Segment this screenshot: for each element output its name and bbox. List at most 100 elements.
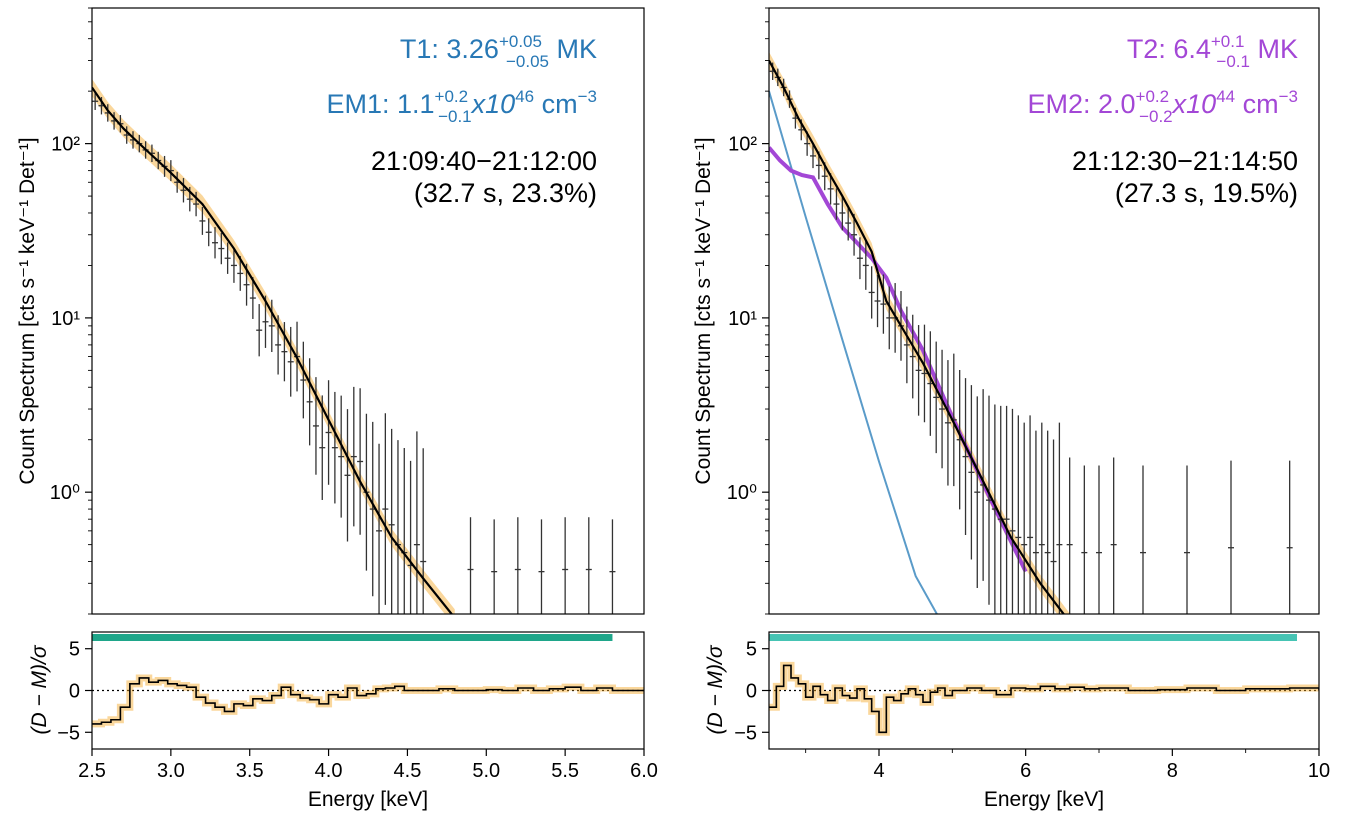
- right-fit-range-bar: [769, 634, 1297, 641]
- right-data-point: [1021, 422, 1028, 614]
- right-data-point: [1286, 460, 1293, 614]
- right-data-point: [1096, 465, 1102, 614]
- right-data-point: [1050, 439, 1057, 614]
- left-xtick-label: 6.0: [630, 760, 658, 782]
- right-model-band: [769, 51, 1070, 614]
- right-time-info: (27.3 s, 19.5%): [1115, 178, 1298, 208]
- left-data-point: [205, 218, 212, 247]
- right-ytick-label: 10²: [728, 134, 757, 156]
- left-data-point: [262, 295, 269, 348]
- right-data-point: [933, 341, 940, 454]
- right-data-point: [1009, 408, 1016, 614]
- left-xtick-label: 3.5: [236, 760, 264, 782]
- right-data-point: [1081, 465, 1088, 614]
- right-data-point: [880, 274, 887, 334]
- left-xtick-label: 4.0: [315, 760, 343, 782]
- right-data-point: [833, 188, 840, 220]
- left-xlabel: Energy [keV]: [308, 788, 428, 811]
- right-data-point: [968, 385, 975, 560]
- right-xtick-label: 8: [1167, 760, 1178, 782]
- left-data-point: [306, 358, 313, 446]
- right-data-point: [827, 173, 834, 205]
- left-data-point: [230, 248, 237, 283]
- left-data-point: [92, 92, 99, 110]
- left-data-point: [420, 448, 427, 614]
- left-ytick-label: 10²: [51, 134, 80, 156]
- right-xtick-label: 4: [873, 760, 884, 782]
- left-data-point: [538, 519, 545, 614]
- right-ytick-label: 5: [746, 639, 757, 661]
- right-model-total-line: [769, 59, 1065, 614]
- right-xtick-label: 6: [1020, 760, 1031, 782]
- left-data-point: [413, 431, 420, 614]
- right-temp-sup: +0.1: [1211, 32, 1245, 51]
- right-temperature-label: T2: 6.4+0.1 −0.1 MK: [1127, 32, 1298, 71]
- left-data-point: [491, 519, 498, 614]
- right-data-point: [1044, 430, 1051, 614]
- right-data-point: [1184, 465, 1190, 614]
- right-data-point: [1003, 405, 1010, 614]
- right-data-point: [939, 349, 946, 469]
- right-data-point: [862, 241, 869, 290]
- right-spectrum-frame: [768, 7, 1320, 615]
- left-spectrum-frame: [91, 7, 645, 615]
- left-em-value: EM1: 1.1: [326, 89, 434, 119]
- left-em-sup: +0.2: [435, 87, 469, 106]
- right-em-sub: −0.2: [1139, 107, 1173, 126]
- left-data-point: [585, 517, 592, 614]
- left-time-range: 21:09:40−21:12:00: [371, 146, 597, 176]
- right-em-exp: 44: [1216, 87, 1235, 106]
- right-data-point: [1228, 460, 1234, 614]
- left-residual-band: [92, 674, 644, 728]
- left-xtick-label: 2.5: [78, 760, 106, 782]
- right-data-point: [1027, 415, 1034, 614]
- left-em-label: EM1: 1.1+0.2 −0.1x1046 cm−3: [326, 87, 597, 126]
- right-data-point: [874, 274, 881, 328]
- left-temp-value: T1: 3.26: [400, 34, 499, 64]
- left-data-point: [325, 380, 332, 485]
- left-data-point: [338, 395, 345, 518]
- right-spectrum-ylabel: Count Spectrum [cts s⁻¹ keV⁻¹ Det⁻¹]: [692, 137, 715, 484]
- right-ytick-label: 0: [746, 681, 757, 703]
- left-residual-panel: −5 0 5 2.5 3.0 3.5 4.0 4.5 5.0 5.5 6.0 (D − M)/σ E…: [28, 631, 658, 811]
- right-ytick-label: 10¹: [728, 308, 757, 330]
- right-em-unit-mid: x10: [1171, 89, 1217, 119]
- right-residual-panel: −5 0 5 4 6 8 10 (D − M)/σ Energy [keV]: [704, 631, 1330, 811]
- left-xtick-label: 3.0: [157, 760, 185, 782]
- right-data-point: [810, 143, 816, 169]
- left-residual-step: [92, 677, 644, 725]
- right-residual-step: [769, 664, 1319, 734]
- left-em-unit-mid: x10: [470, 89, 516, 119]
- right-em-label: EM2: 2.0+0.2 −0.2x1044 cm−3: [1027, 87, 1298, 126]
- right-temp-unit: MK: [1250, 34, 1298, 64]
- right-residual-ylabel: (D − M)/σ: [704, 644, 727, 734]
- left-data-point: [287, 326, 294, 397]
- left-data-point: [199, 207, 206, 235]
- left-em-unit: cm: [534, 89, 578, 119]
- left-data-point: [123, 126, 130, 144]
- left-data-point: [357, 388, 364, 535]
- left-ytick-label: 10¹: [51, 308, 80, 330]
- right-em-unit-exp: −3: [1279, 87, 1298, 106]
- left-em-exp: 46: [515, 87, 534, 106]
- right-data-point: [886, 286, 893, 350]
- left-data-point: [319, 395, 326, 500]
- left-data-point: [237, 255, 244, 291]
- left-data-point: [212, 227, 219, 259]
- right-data-point: [1032, 430, 1039, 614]
- left-data-point: [514, 517, 521, 614]
- right-data-point: [1140, 465, 1146, 614]
- left-fit-range-bar: [92, 634, 613, 641]
- left-data-point: [376, 443, 383, 614]
- right-temp-value: T2: 6.4: [1127, 34, 1211, 64]
- right-component-1-line: [769, 90, 939, 614]
- left-xtick-label: 5.0: [472, 760, 500, 782]
- left-temperature-label: T1: 3.26+0.05 −0.05 MK: [400, 32, 597, 71]
- left-temp-sub: −0.05: [506, 52, 549, 71]
- right-data-point: [903, 306, 910, 384]
- right-em-sup: +0.2: [1136, 87, 1170, 106]
- right-data-point: [944, 360, 951, 486]
- right-data-point: [839, 195, 846, 231]
- left-em-sub: −0.1: [438, 107, 472, 126]
